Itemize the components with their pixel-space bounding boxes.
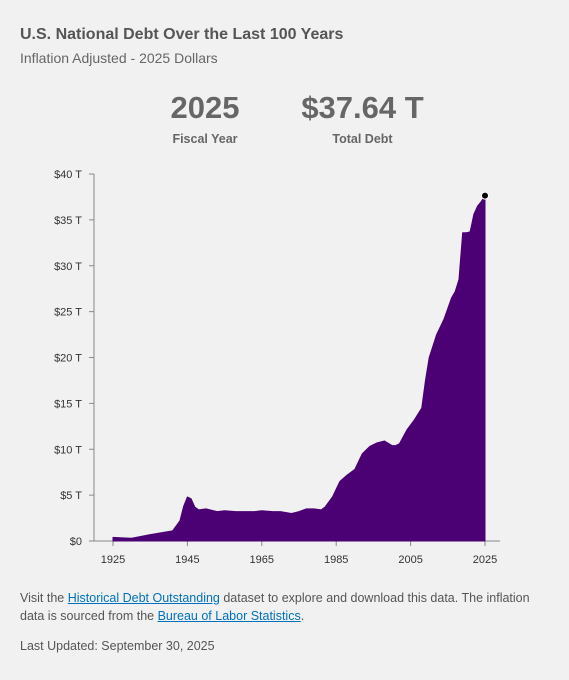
y-tick-label: $15 T [54, 398, 82, 410]
debt-area-chart[interactable]: $0 $5 T $10 T $15 T $20 T $25 T $30 T $35 T $40 … [0, 160, 569, 580]
x-tick-label: 2025 [473, 554, 497, 566]
fiscal-year-stat: 2025 Fiscal Year [150, 92, 260, 146]
x-tick-label: 1985 [324, 554, 348, 566]
latest-value-marker [481, 191, 489, 200]
y-tick-label: $40 T [54, 169, 82, 181]
total-debt-label: Total Debt [332, 132, 393, 146]
x-tick-label: 1925 [101, 554, 125, 566]
chart-title: U.S. National Debt Over the Last 100 Yea… [20, 26, 344, 43]
y-tick-label: $35 T [54, 215, 82, 227]
bureau-of-labor-statistics-link[interactable]: Bureau of Labor Statistics [157, 609, 301, 623]
total-debt-value: $37.64 T [301, 90, 424, 125]
historical-debt-outstanding-link[interactable]: Historical Debt Outstanding [67, 591, 220, 605]
x-tick-label: 1965 [250, 554, 274, 566]
y-tick-label: $20 T [54, 353, 82, 365]
x-axis: 1925 1945 1965 1985 2005 2025 [94, 540, 500, 566]
fiscal-year-value: 2025 [170, 90, 240, 125]
total-debt-stat: $37.64 T Total Debt [280, 92, 445, 146]
x-tick-label: 1945 [175, 554, 199, 566]
data-source-note: Visit the Historical Debt Outstanding da… [20, 591, 530, 623]
y-tick-label: $0 [70, 536, 82, 548]
debt-area-series [112, 195, 486, 542]
y-tick-label: $10 T [54, 444, 82, 456]
last-updated-text: Last Updated: September 30, 2025 [20, 639, 215, 653]
fiscal-year-label: Fiscal Year [172, 132, 238, 146]
y-tick-label: $5 T [60, 490, 82, 502]
y-tick-label: $30 T [54, 261, 82, 273]
plot-area [112, 191, 489, 542]
y-tick-label: $25 T [54, 307, 82, 319]
x-tick-label: 2005 [398, 554, 422, 566]
y-axis: $0 $5 T $10 T $15 T $20 T $25 T $30 T $35 T $40 … [54, 169, 95, 548]
chart-subtitle: Inflation Adjusted - 2025 Dollars [20, 50, 218, 66]
